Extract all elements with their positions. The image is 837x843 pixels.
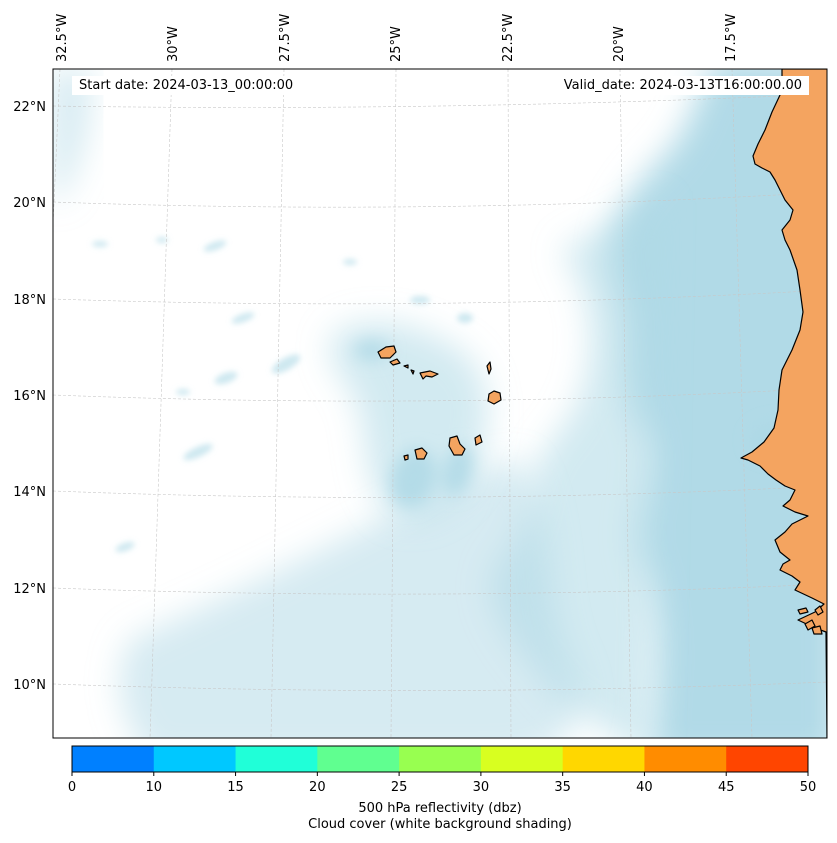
cloud-patch xyxy=(389,448,437,508)
colorbar-segment xyxy=(235,746,318,772)
colorbar-label-cloud-cover: Cloud cover (white background shading) xyxy=(308,817,572,832)
meridian-17-5w xyxy=(731,69,753,738)
cloud-band-southwest xyxy=(119,460,581,738)
parallel-22n xyxy=(53,93,827,108)
lon-label: 17.5°W xyxy=(724,14,739,62)
longitude-labels: 32.5°W 30°W 27.5°W 25°W 22.5°W 20°W 17.5… xyxy=(55,14,739,62)
meridian-25w xyxy=(390,69,397,738)
bissagos-island xyxy=(797,607,809,615)
colorbar-segment xyxy=(562,746,645,772)
cloud-patch xyxy=(343,259,357,265)
island-sao-vicente xyxy=(389,358,401,366)
parallel-16n xyxy=(53,387,827,402)
colorbar-tick-label: 30 xyxy=(473,780,490,795)
lat-label: 10°N xyxy=(13,678,46,693)
colorbar-tick-label: 10 xyxy=(146,780,163,795)
lat-label: 22°N xyxy=(13,100,46,115)
valid-date-label: Valid_date: 2024-03-13T16:00:00.00 xyxy=(556,76,809,95)
colorbar-tick-label: 15 xyxy=(227,780,244,795)
lat-label: 20°N xyxy=(13,196,46,211)
cloud-patch xyxy=(214,371,238,385)
cloud-patch xyxy=(176,389,190,395)
cloud-patch xyxy=(92,241,108,247)
colorbar-tick-label: 50 xyxy=(800,780,817,795)
map-frame xyxy=(52,68,828,739)
island-sao-nicolau xyxy=(410,369,415,375)
lon-label: 27.5°W xyxy=(278,14,293,62)
lon-label: 30°W xyxy=(166,26,181,62)
lat-label: 16°N xyxy=(13,389,46,404)
meridian-30w xyxy=(149,69,173,738)
parallel-20n xyxy=(53,191,827,208)
island-sao-nicolau-main xyxy=(419,370,439,380)
lon-label: 32.5°W xyxy=(55,14,70,62)
cloud-patch xyxy=(457,313,473,323)
island-brava xyxy=(403,454,409,461)
colorbar-segment xyxy=(644,746,727,772)
parallel-18n xyxy=(53,289,827,305)
island-sal xyxy=(486,361,492,375)
parallel-10n xyxy=(53,681,827,691)
colorbar-segment xyxy=(480,746,564,772)
island-maio xyxy=(474,434,483,446)
meridian-32-5w xyxy=(53,69,61,232)
meridian-20w xyxy=(619,69,632,738)
colorbar-segment xyxy=(399,746,482,772)
bissagos-island xyxy=(814,605,824,616)
cloud-patch xyxy=(115,541,135,553)
cloud-patch xyxy=(183,443,213,461)
meridian-22-5w xyxy=(507,69,512,738)
bissagos-island xyxy=(804,619,816,631)
cloud-patch xyxy=(203,240,227,252)
island-santa-luzia xyxy=(403,364,409,369)
lon-label: 22.5°W xyxy=(501,14,516,62)
cloud-patch xyxy=(231,312,255,324)
lat-label: 14°N xyxy=(13,485,46,500)
colorbar-segment xyxy=(72,746,155,772)
island-santo-antao xyxy=(377,345,397,359)
parallel-14n xyxy=(53,485,827,498)
graticule xyxy=(53,69,827,738)
colorbar-caption: 500 hPa reflectivity (dbz) Cloud cover (… xyxy=(72,801,808,833)
colorbar-tick-label: 0 xyxy=(68,780,76,795)
colorbar-tick-label: 35 xyxy=(554,780,571,795)
cloud-patch xyxy=(271,354,301,374)
cloud-patch xyxy=(442,444,474,496)
cloud-band-coastal xyxy=(609,69,827,738)
colorbar-frame xyxy=(71,745,809,773)
colorbar-tick-label: 25 xyxy=(391,780,408,795)
lat-label: 18°N xyxy=(13,293,46,308)
colorbar-label-reflectivity: 500 hPa reflectivity (dbz) xyxy=(358,801,522,816)
parallel-12n xyxy=(53,583,827,595)
colorbar-tick-label: 40 xyxy=(636,780,653,795)
colorbar-tick-label: 45 xyxy=(718,780,735,795)
lon-label: 20°W xyxy=(612,26,627,62)
cloud-region-west xyxy=(53,70,91,200)
island-boa-vista xyxy=(487,390,502,405)
cloud-cover-shading xyxy=(53,69,827,738)
colorbar-segment xyxy=(153,746,237,772)
lon-label: 25°W xyxy=(389,26,404,62)
cloud-patch xyxy=(156,237,168,243)
colorbar-segment xyxy=(726,746,809,772)
meridian-27-5w xyxy=(270,69,285,738)
latitude-labels: 22°N 20°N 18°N 16°N 14°N 12°N 10°N xyxy=(13,100,46,693)
colorbar: 0 10 15 20 25 30 35 40 45 50 xyxy=(68,745,816,795)
lat-label: 12°N xyxy=(13,582,46,597)
colorbar-ticks: 0 10 15 20 25 30 35 40 45 50 xyxy=(68,772,816,795)
bissagos-island xyxy=(811,625,823,635)
island-fogo xyxy=(414,447,428,460)
land xyxy=(377,69,827,738)
colorbar-tick-label: 20 xyxy=(309,780,326,795)
colorbar-segment xyxy=(317,746,400,772)
island-santiago xyxy=(448,435,466,456)
african-mainland xyxy=(740,69,827,738)
start-date-label: Start date: 2024-03-13_00:00:00 xyxy=(72,76,301,95)
cloud-patch xyxy=(410,296,430,304)
